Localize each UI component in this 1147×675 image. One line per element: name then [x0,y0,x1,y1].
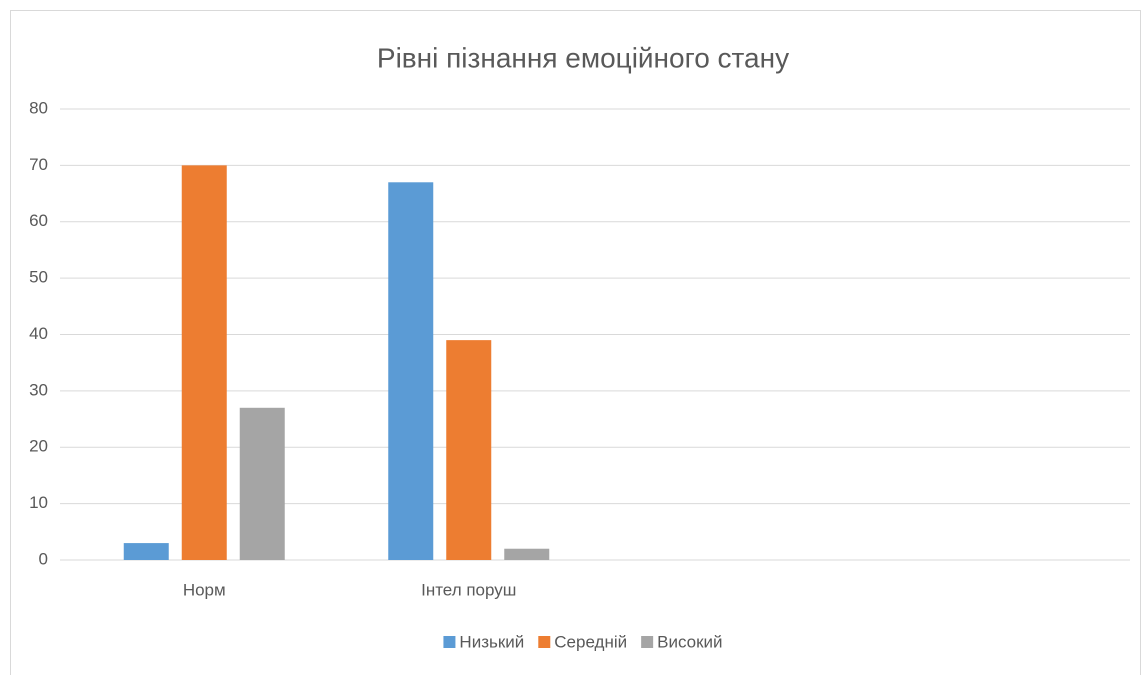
bar [388,182,434,560]
y-tick-label: 80 [29,98,48,117]
x-tick-label: Інтел поруш [421,580,516,599]
y-tick-label: 0 [39,549,48,568]
bar [239,407,285,560]
y-tick-label: 50 [29,268,48,287]
legend-label: Високий [657,632,722,651]
legend-swatch [641,636,654,648]
y-tick-label: 70 [29,155,48,174]
x-tick-label: Норм [183,580,226,599]
chart-title: Рівні пізнання емоційного стану [377,42,789,73]
y-tick-label: 20 [29,437,48,456]
legend-label: Низький [459,632,524,651]
bar [446,340,492,560]
y-tick-label: 40 [29,324,48,343]
legend-swatch [538,636,551,648]
chart-border [10,10,1141,675]
bar [504,548,550,560]
y-tick-label: 30 [29,380,48,399]
y-tick-label: 10 [29,493,48,512]
bar [123,543,169,560]
legend-label: Середній [554,632,627,651]
y-tick-label: 60 [29,211,48,230]
legend-swatch [443,636,456,648]
bar [181,165,227,560]
